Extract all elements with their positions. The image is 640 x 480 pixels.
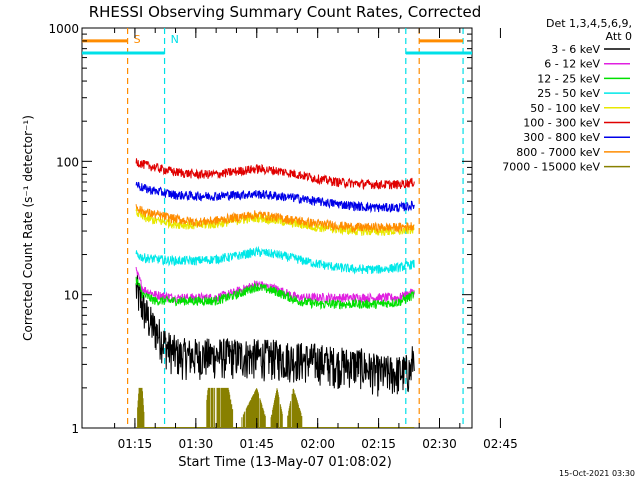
chart-title: RHESSI Observing Summary Count Rates, Co… <box>89 3 482 21</box>
legend-entry: 25 - 50 keV <box>537 87 600 100</box>
y-tick-label: 1 <box>71 422 79 436</box>
y-tick-label: 10 <box>64 289 79 303</box>
series-line <box>135 208 415 237</box>
y-tick-label: 100 <box>56 155 79 169</box>
legend-entry: 800 - 7000 keV <box>516 146 600 159</box>
series-line <box>135 181 415 214</box>
legend-entry: 300 - 800 keV <box>523 131 600 144</box>
x-tick-label: 02:45 <box>483 437 518 451</box>
legend-entry: 3 - 6 keV <box>551 43 600 56</box>
x-axis: 01:15 01:30 01:45 02:00 02:15 02:30 02:45 <box>114 28 518 451</box>
legend-entry: 7000 - 15000 keV <box>502 161 600 174</box>
x-axis-label: Start Time (13-May-07 01:08:02) <box>178 455 392 470</box>
series-line <box>136 387 415 428</box>
legend-entry: 6 - 12 keV <box>544 58 600 71</box>
series-group <box>135 158 415 428</box>
x-tick-label: 01:45 <box>239 437 274 451</box>
x-tick-label: 01:15 <box>118 437 153 451</box>
timestamp: 15-Oct-2021 03:30 <box>559 469 635 478</box>
y-axis-label: Corrected Count Rate (s⁻¹ detector⁻¹) <box>21 115 35 341</box>
legend-entry: 100 - 300 keV <box>523 117 600 130</box>
x-tick-label: 02:30 <box>422 437 457 451</box>
marker-label: S <box>134 33 141 46</box>
series-line <box>135 204 415 234</box>
series-line <box>135 158 415 191</box>
legend-header-line-2: Att 0 <box>606 30 632 43</box>
series-line <box>135 275 415 397</box>
legend-entry: 50 - 100 keV <box>530 102 600 115</box>
legend-entry: 12 - 25 keV <box>537 72 600 85</box>
x-tick-label: 02:00 <box>300 437 335 451</box>
series-line <box>135 245 415 275</box>
x-tick-label: 01:30 <box>179 437 214 451</box>
marker-label: N <box>171 33 179 46</box>
series-line <box>135 276 415 310</box>
y-tick-label: 1000 <box>48 22 79 36</box>
legend-header-line-1: Det 1,3,4,5,6,9, <box>546 17 632 30</box>
x-tick-label: 02:15 <box>361 437 396 451</box>
y-axis: 1 10 100 1000 <box>48 22 472 436</box>
legend-header: Det 1,3,4,5,6,9, Att 0 <box>546 17 632 43</box>
